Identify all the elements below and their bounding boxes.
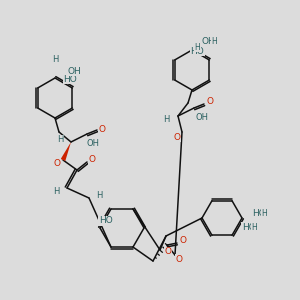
Text: HO: HO [63,74,77,83]
Text: OH: OH [86,140,100,148]
Text: H: H [164,115,170,124]
Text: O: O [53,158,61,167]
Text: O: O [173,133,181,142]
Text: OH: OH [196,113,208,122]
Text: H: H [261,208,267,217]
Text: OH: OH [67,67,81,76]
Text: HO: HO [242,223,256,232]
Text: H: H [52,56,58,64]
Text: O: O [179,236,187,244]
Text: O: O [206,98,214,106]
Text: H: H [96,190,102,200]
Text: O: O [164,248,172,256]
Text: O: O [98,125,106,134]
Text: H: H [194,43,200,52]
Text: H: H [211,37,217,46]
Text: HO: HO [190,46,204,56]
Text: O: O [176,255,182,264]
Text: H: H [54,187,60,196]
Polygon shape [61,142,71,161]
Text: H: H [57,136,63,145]
Text: O: O [88,155,95,164]
Text: HO: HO [99,216,113,225]
Text: HO: HO [252,208,266,217]
Text: OH: OH [202,37,216,46]
Text: H: H [251,223,257,232]
